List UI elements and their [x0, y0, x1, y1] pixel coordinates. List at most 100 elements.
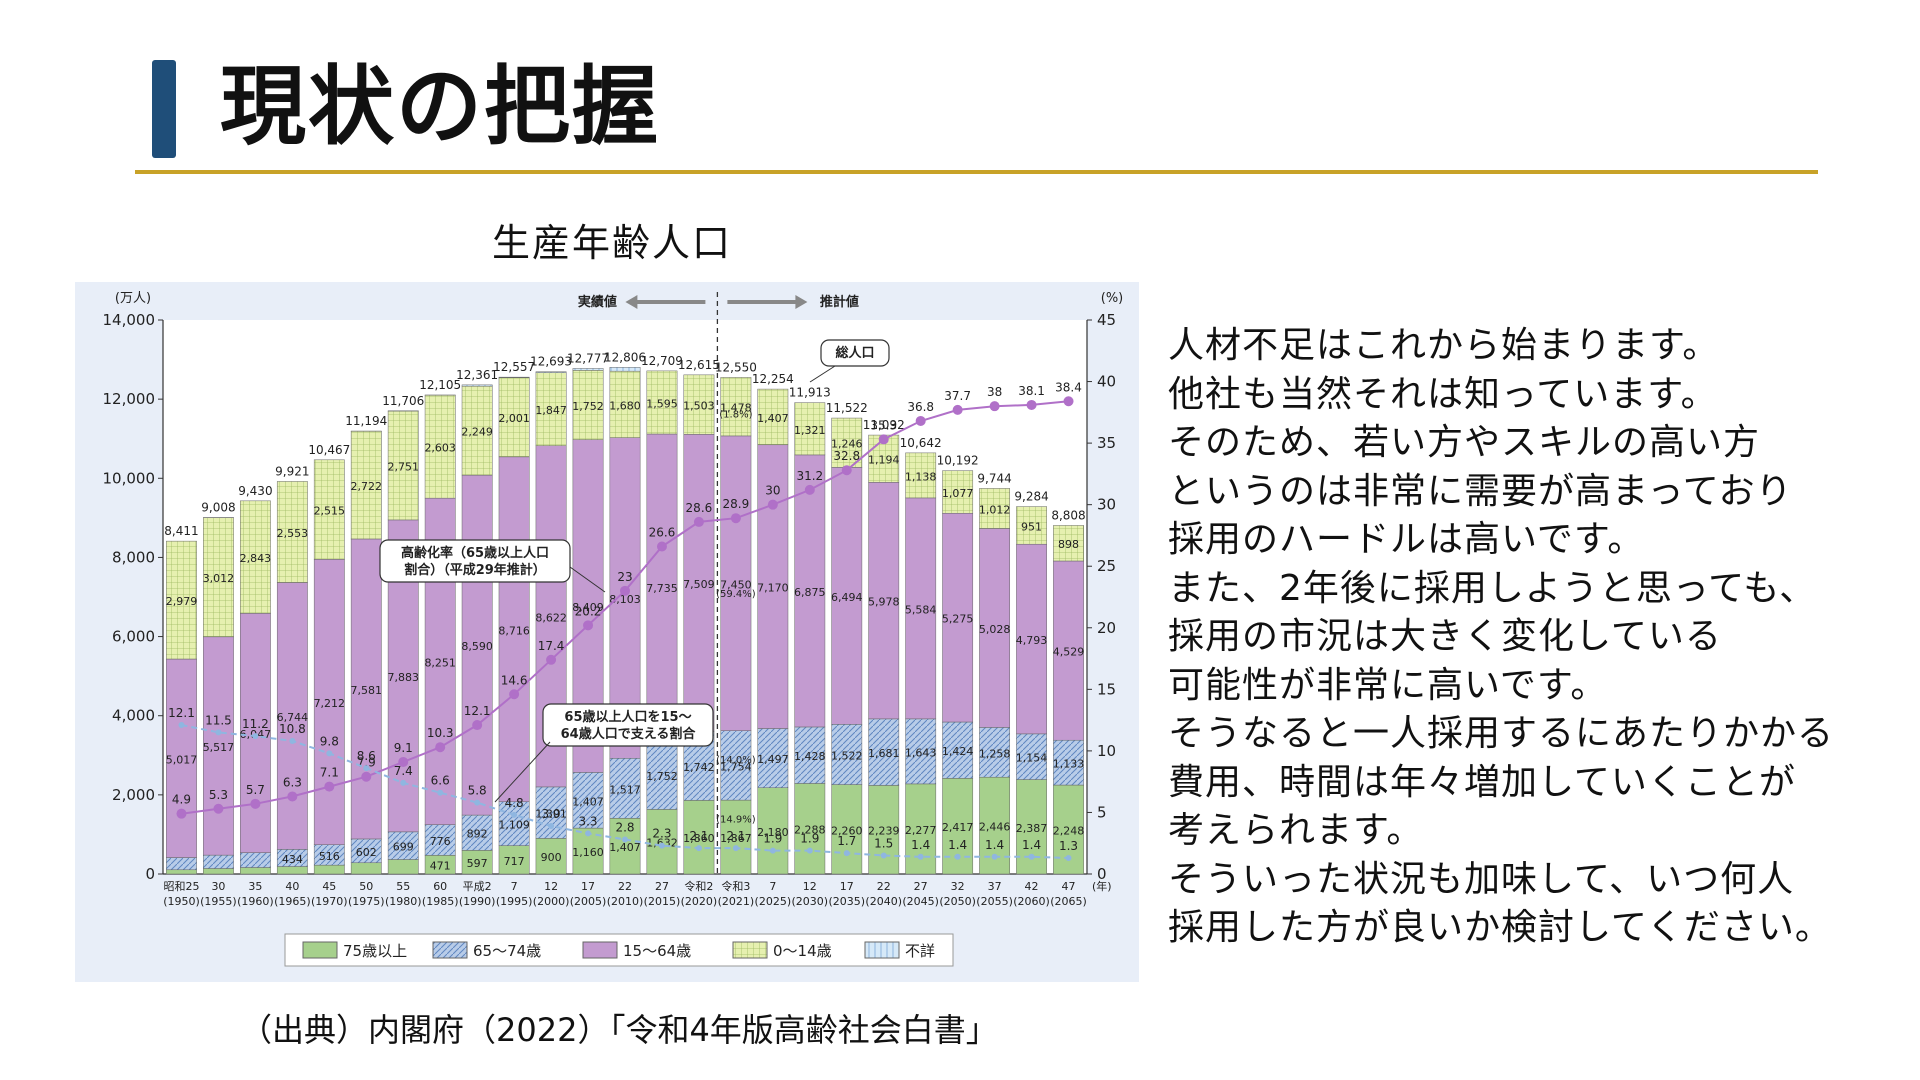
left-tick-label: 0: [145, 865, 155, 883]
line-point: [509, 689, 520, 700]
x-tick-label: 40: [285, 880, 299, 893]
bar-segment-6574: [1053, 739, 1084, 786]
bar-segment-014: [276, 481, 308, 583]
bar-value-label: 5,517: [203, 741, 235, 754]
bar-total-label: 12,254: [752, 372, 794, 386]
line-point: [732, 845, 739, 852]
bar-total-label: 9,284: [1014, 490, 1048, 504]
line-value-label: 9.1: [394, 741, 413, 755]
line-value-label: 30: [765, 484, 780, 498]
bar-value-label: 1,517: [609, 783, 641, 796]
line-point: [917, 853, 924, 860]
line-value-label: 4.9: [172, 793, 191, 807]
bar-value-label: 2,722: [351, 480, 383, 493]
bar-value-label: 1,012: [979, 503, 1011, 516]
line-value-label: 1.9: [763, 832, 782, 846]
bar-segment-6574: [868, 718, 900, 786]
right-tick-label: 0: [1097, 865, 1107, 883]
bar-segment-1564: [313, 559, 345, 845]
line-value-label: 38.4: [1055, 380, 1082, 394]
line-point: [435, 742, 446, 753]
bar-value-label: 1,407: [757, 412, 789, 425]
pct-label: (1.8%): [719, 409, 752, 420]
bar-total-label: 12,557: [493, 360, 535, 374]
body-line: そういった状況も加味して、いつ何人: [1168, 858, 1795, 900]
chart-caption: 生産年齢人口: [492, 221, 733, 265]
bar-total-label: 9,430: [238, 484, 272, 498]
legend-label: 0～14歳: [773, 942, 832, 960]
bar-segment-1564: [905, 497, 937, 720]
bar-segment-6574: [239, 852, 271, 868]
line-point: [620, 585, 630, 596]
bar-value-label: 1,424: [942, 745, 974, 758]
bar-value-label: 1,428: [794, 750, 826, 763]
bar-segment-014: [535, 372, 567, 446]
line-point: [585, 830, 592, 837]
bar-segment-014: [646, 370, 678, 435]
line-point: [693, 516, 704, 527]
bar-value-label: 951: [1021, 520, 1042, 533]
line-value-label: 28.9: [723, 497, 750, 511]
x-tick-label: 50: [359, 880, 373, 893]
legend-swatch: [432, 941, 468, 959]
bar-total-label: 9,744: [977, 471, 1011, 485]
line-value-label: 1.4: [911, 838, 930, 852]
line-value-label: 1.7: [837, 834, 856, 848]
bar-segment-1564: [794, 454, 826, 728]
bar-segment-75: [609, 818, 641, 875]
x-year-label: (2030): [792, 895, 829, 908]
bar-segment-75: [535, 838, 567, 875]
bar-total-label: 12,550: [715, 360, 757, 374]
x-year-label: (1990): [459, 895, 496, 908]
page-title: 現状の把握: [220, 57, 660, 157]
bar-segment-unk: [609, 367, 641, 372]
bar-value-label: 898: [1058, 538, 1079, 551]
line-point: [363, 765, 370, 772]
body-line: 考えられます。: [1168, 810, 1424, 851]
bar-segment-014: [239, 500, 271, 614]
bar-segment-1564: [942, 513, 974, 723]
legend-label: 75歳以上: [343, 942, 407, 960]
support-callout-box: [542, 703, 714, 747]
left-tick-label: 12,000: [103, 390, 156, 408]
bar-segment-75: [313, 864, 345, 875]
bar-total-label: 11,194: [345, 414, 387, 428]
body-line: 他社も当然それは知っています。: [1168, 373, 1718, 415]
bar-value-label: 7,509: [683, 578, 715, 591]
chart-source: （出典）内閣府（2022）「令和4年版高齢社会白書」: [240, 1011, 998, 1049]
x-year-label: (2060): [1013, 895, 1050, 908]
bar-segment-75: [387, 859, 419, 875]
left-tick-label: 10,000: [103, 469, 156, 487]
bar-segment-1564: [979, 528, 1011, 728]
line-value-label: 1.4: [1022, 838, 1041, 852]
support-callout-pointer: [494, 741, 551, 803]
support-callout-line2: 64歳人口で支える割合: [561, 726, 697, 742]
bar-segment-6574: [166, 857, 197, 871]
x-year-label: (2020): [681, 895, 718, 908]
bar-total-label: 11,092: [863, 418, 905, 432]
support-callout-line1: 65歳以上人口を15～: [564, 709, 691, 725]
bar-value-label: 1,867: [720, 832, 752, 845]
line-point: [474, 799, 481, 806]
line-value-label: 3.3: [578, 814, 597, 828]
bar-total-label: 12,806: [604, 350, 646, 364]
bar-value-label: 2,979: [166, 595, 198, 608]
line-value-label: 2.8: [615, 821, 634, 835]
legend-swatch: [732, 941, 768, 959]
bar-segment-75: [646, 809, 678, 875]
bar-value-label: 776: [430, 835, 451, 848]
aging-callout-line1: 高齢化率（65歳以上人口: [401, 545, 549, 561]
x-tick-label: 47: [1062, 880, 1076, 893]
bar-segment-75: [683, 800, 715, 875]
bar-segment-6574: [609, 758, 641, 819]
bar-value-label: 1,595: [646, 397, 678, 410]
x-year-label: (1975): [348, 895, 385, 908]
left-axis-unit: (万人): [115, 291, 151, 306]
x-year-label: (1985): [422, 895, 459, 908]
line-point: [511, 811, 518, 818]
bar-value-label: 1,077: [942, 487, 974, 500]
right-tick-label: 10: [1097, 742, 1116, 760]
bar-segment-014: [1016, 506, 1047, 545]
line-value-label: 10.8: [279, 722, 306, 736]
pct-label: (14.9%): [716, 815, 756, 826]
